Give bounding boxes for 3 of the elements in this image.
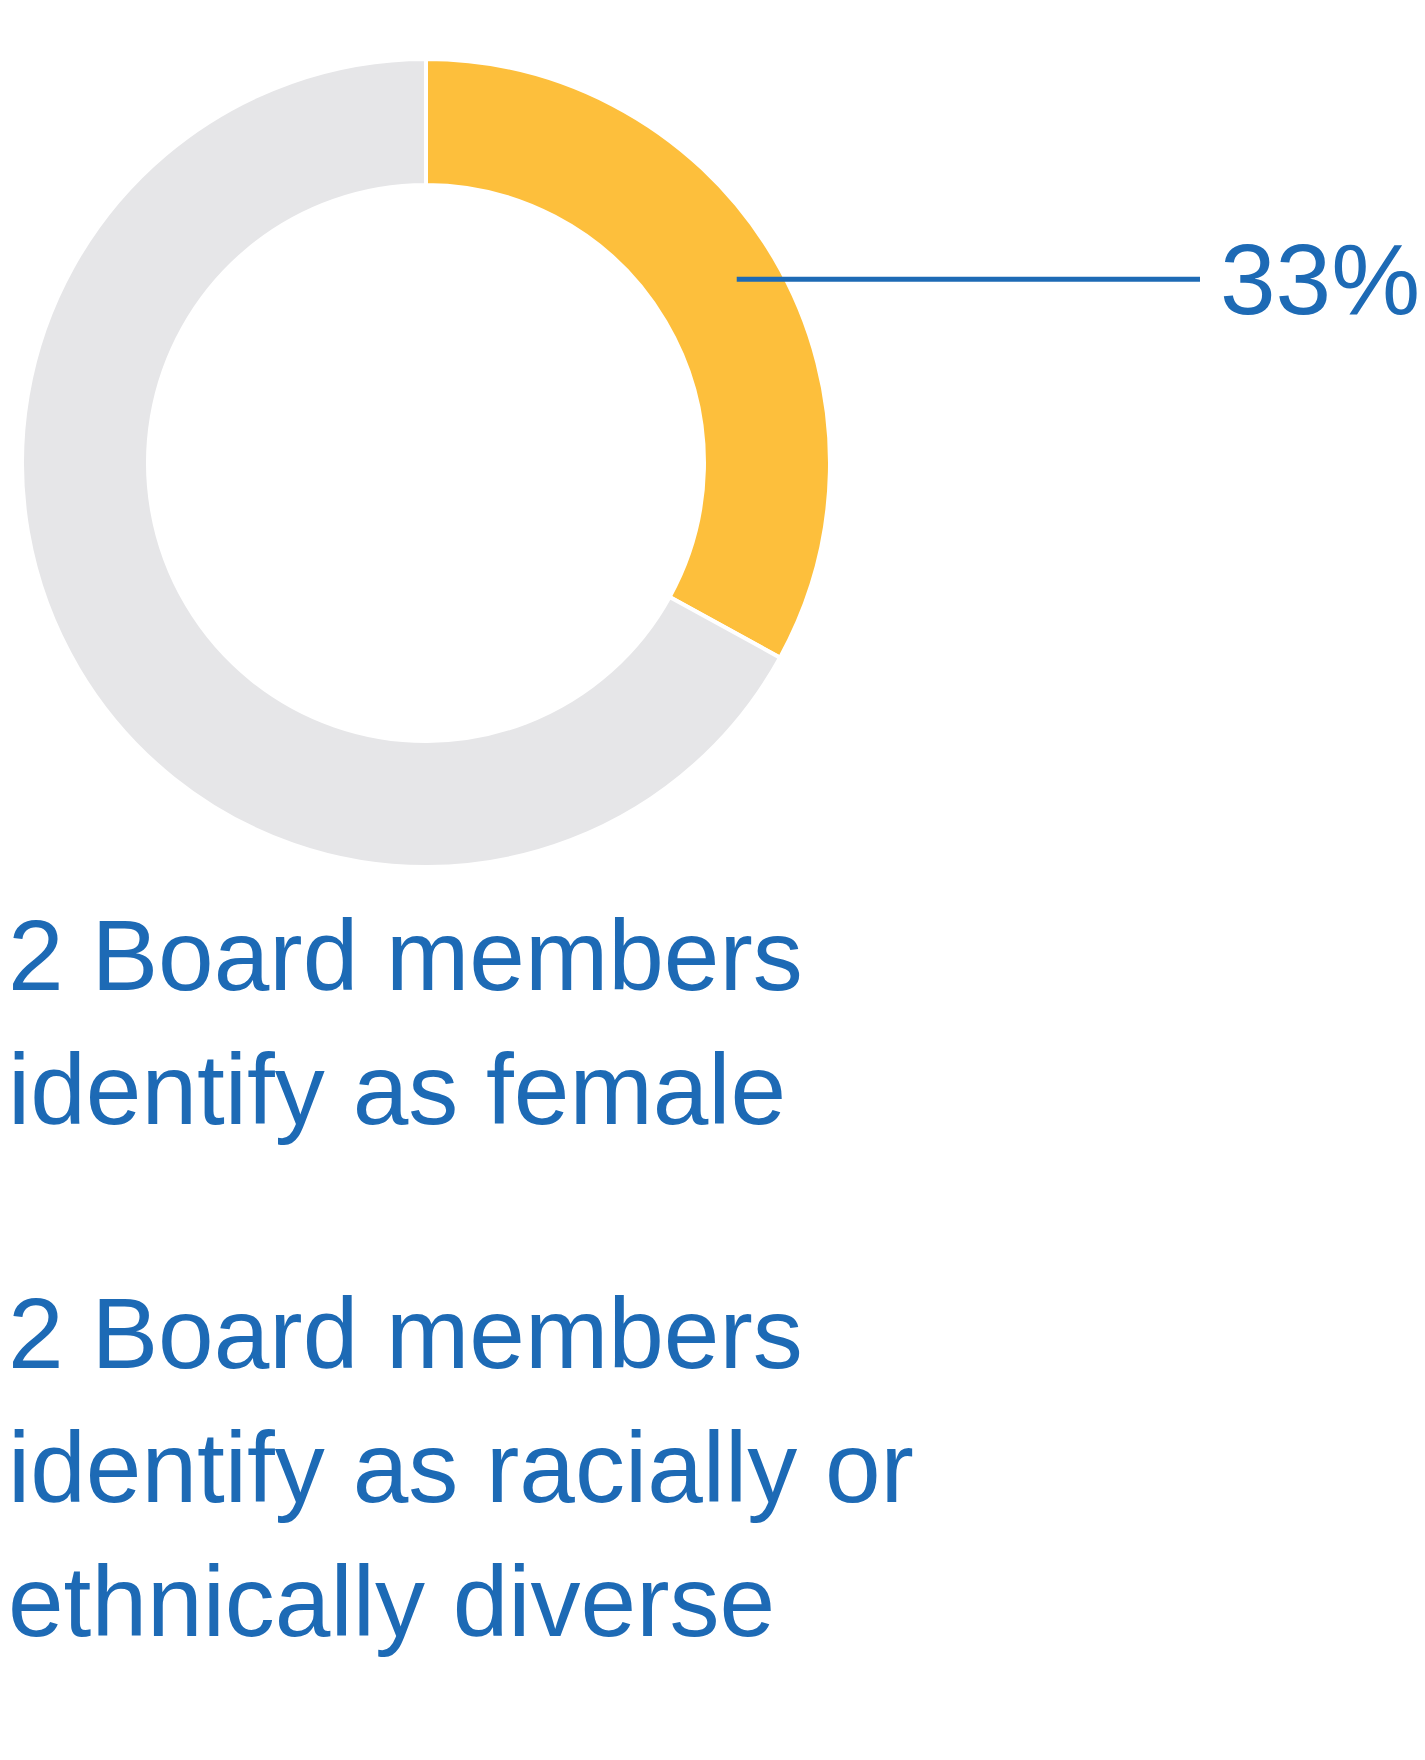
text: 2 Board members identify as female xyxy=(8,898,804,1147)
text: 2 Board members identify as racially or ethnically diverse xyxy=(8,1276,915,1659)
data-label: 33% xyxy=(1220,223,1421,336)
